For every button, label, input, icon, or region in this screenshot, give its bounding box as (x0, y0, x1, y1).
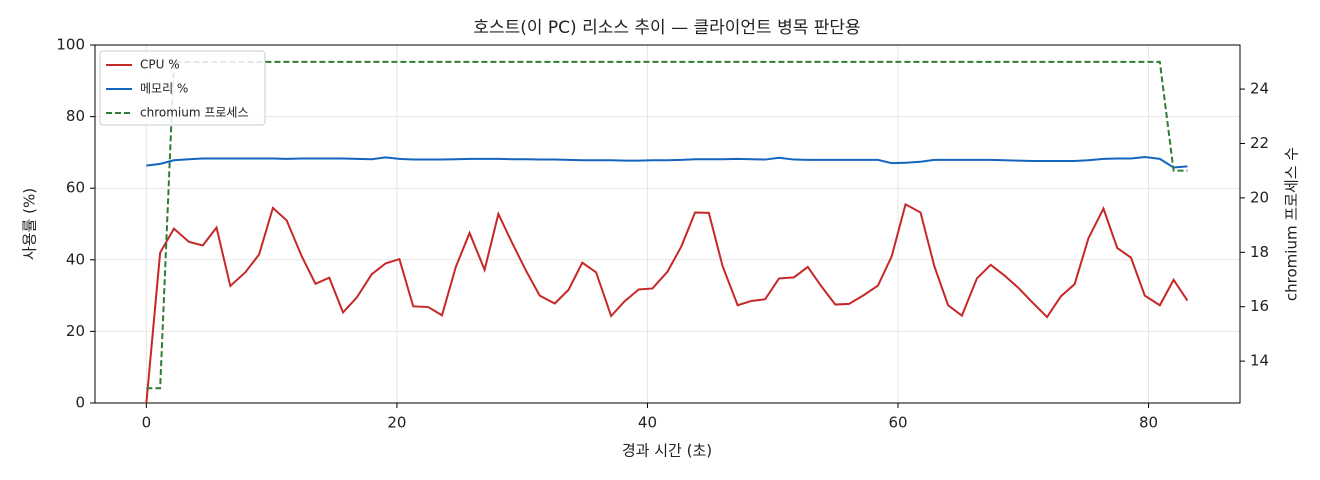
legend-label: chromium 프로세스 (140, 106, 249, 120)
x-tick-label: 0 (142, 414, 152, 432)
x-axis-label: 경과 시간 (초) (622, 442, 712, 460)
legend-label: 메모리 % (140, 82, 188, 96)
x-tick-label: 40 (638, 414, 657, 432)
y2-axis-label: chromium 프로세스 수 (1283, 147, 1301, 301)
chart-title: 호스트(이 PC) 리소스 추이 — 클라이언트 병목 판단용 (473, 18, 860, 38)
legend-box (99, 50, 266, 126)
y2-tick-label: 16 (1250, 297, 1269, 315)
y2-tick-label: 20 (1250, 188, 1269, 206)
y2-tick-label: 18 (1250, 243, 1269, 261)
y-tick-label: 20 (66, 322, 85, 340)
y-tick-label: 60 (66, 179, 85, 197)
x-tick-label: 20 (387, 414, 406, 432)
y-axis-label: 사용률 (%) (21, 188, 39, 260)
plot-frame (94, 44, 1241, 404)
y-tick-label: 100 (56, 36, 85, 54)
y-tick-label: 40 (66, 250, 85, 268)
series-line (145, 202, 1189, 404)
series-line (146, 60, 1188, 390)
y2-tick-label: 24 (1250, 80, 1269, 98)
y2-tick-label: 22 (1250, 134, 1269, 152)
x-tick-label: 80 (1139, 414, 1158, 432)
legend-label: CPU % (140, 58, 180, 72)
y2-tick-label: 14 (1250, 352, 1269, 370)
x-tick-label: 60 (888, 414, 907, 432)
y-tick-label: 0 (75, 394, 85, 412)
y-tick-label: 80 (66, 107, 85, 125)
series-line (146, 156, 1188, 169)
